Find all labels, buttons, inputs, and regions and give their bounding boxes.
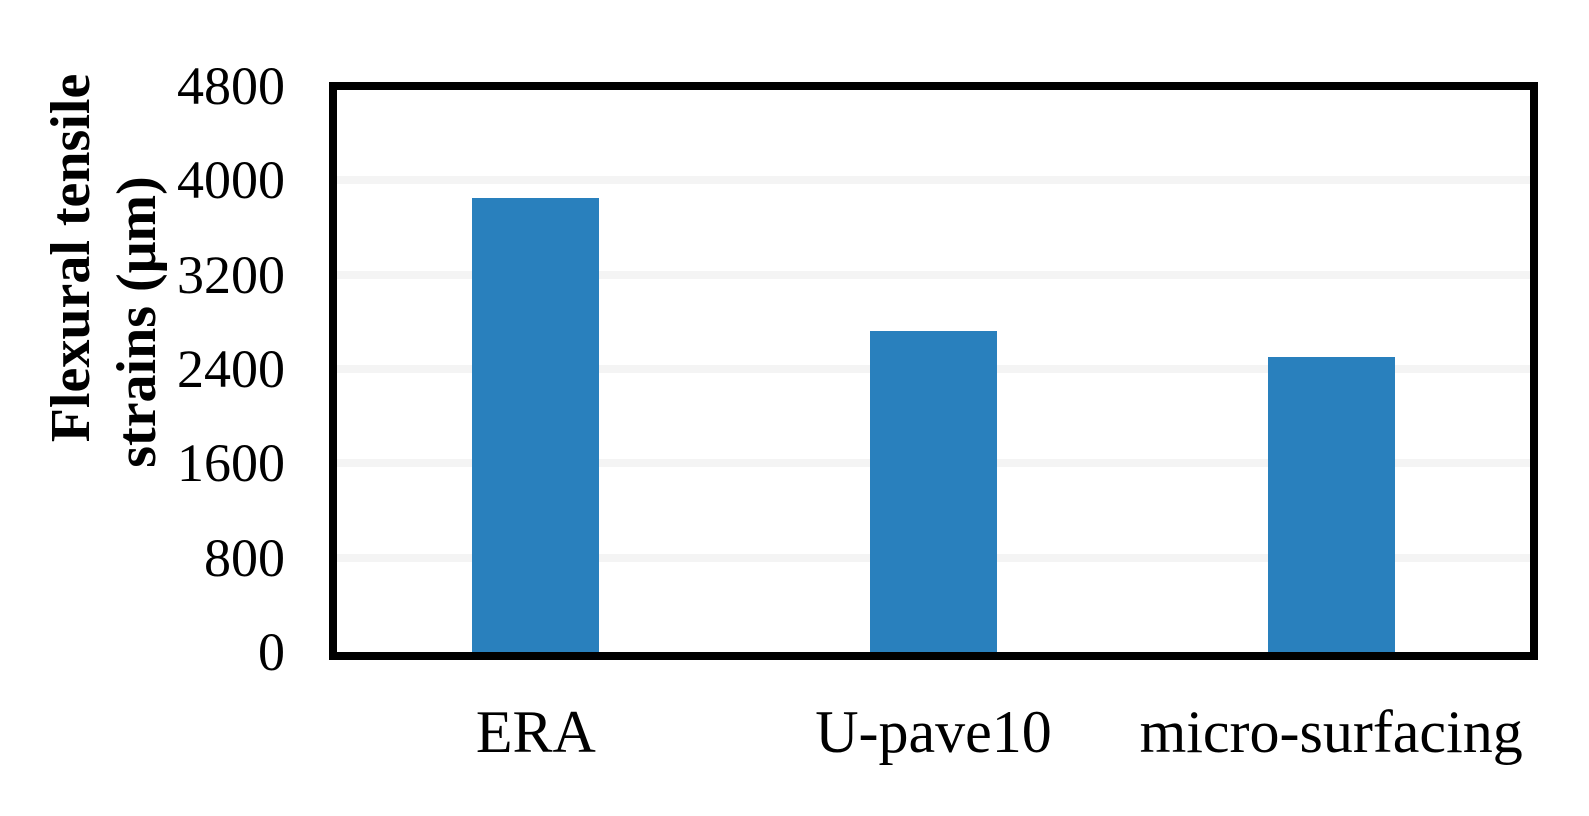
y-tick-label-4000: 4000 <box>177 150 285 211</box>
x-label-u-pave10: U-pave10 <box>815 699 1052 765</box>
y-tick-label-1600: 1600 <box>177 433 285 494</box>
x-label-micro-surfacing: micro-surfacing <box>1139 699 1523 765</box>
y-tick-label-0: 0 <box>258 622 285 682</box>
y-tick-label-2400: 2400 <box>177 339 285 399</box>
y-tick-label-4800: 4800 <box>177 56 285 116</box>
bar-micro-surfacing <box>1267 357 1395 652</box>
gridline-4000 <box>337 176 1530 185</box>
bar-u-pave10 <box>870 331 997 652</box>
y-tick-label-800: 800 <box>204 527 285 588</box>
bar-era <box>472 198 600 652</box>
y-tick-label-3200: 3200 <box>177 244 285 305</box>
plot-inner <box>337 90 1530 652</box>
gridline-3200 <box>337 270 1530 279</box>
plot-area <box>329 82 1538 660</box>
x-label-era: ERA <box>475 699 596 765</box>
